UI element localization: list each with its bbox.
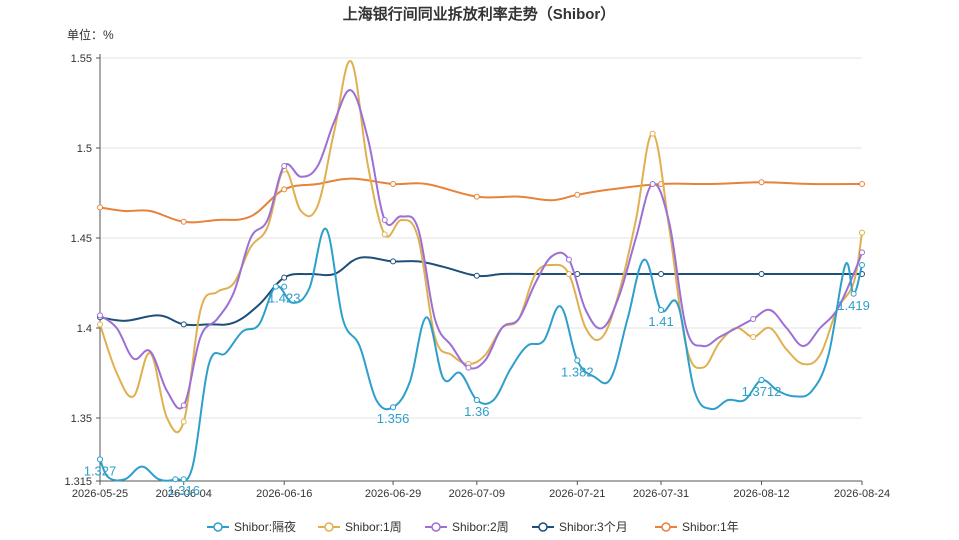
legend-label: Shibor:3个月 (559, 520, 628, 534)
data-label: 1.327 (84, 463, 117, 478)
series-point (473, 272, 480, 279)
legend-swatch-marker (661, 522, 671, 532)
series-0 (97, 227, 865, 483)
series-1 (97, 60, 865, 434)
x-tick-label: 2026-06-04 (156, 488, 212, 500)
data-point (658, 307, 665, 313)
y-tick-label: 1.55 (71, 53, 92, 65)
data-label: 1.36 (464, 404, 489, 419)
series-point (390, 181, 397, 187)
data-point (180, 476, 187, 483)
data-label: 1.316 (167, 483, 200, 498)
legend-label: Shibor:1周 (345, 520, 402, 534)
data-label: 1.356 (377, 411, 410, 426)
series-point (574, 191, 581, 198)
series-point (180, 218, 187, 225)
series-point (390, 258, 397, 265)
unit-label: 单位：% (67, 27, 114, 42)
legend-swatch-marker (431, 522, 441, 532)
legend[interactable]: Shibor:隔夜 Shibor:1周 Shibor:2周 Shibor:3个月 Shi… (207, 519, 739, 534)
data-labels: 1.327 1.316 1.423 1.356 1.36 1.382 1.41 1.3712 1… (84, 283, 870, 498)
series-point (565, 271, 572, 277)
x-tick-label: 2026-08-24 (834, 488, 890, 500)
legend-swatch-marker (213, 522, 223, 532)
x-tick-label: 2026-06-29 (365, 488, 421, 500)
data-label: 1.3712 (742, 384, 782, 399)
series-line (99, 177, 863, 224)
series-point (649, 130, 656, 137)
series-point (97, 204, 103, 211)
series-point (180, 402, 187, 409)
series-point (281, 163, 288, 169)
y-tick-label: 1.5 (77, 143, 92, 155)
data-label: 1.382 (561, 364, 594, 379)
series-point (859, 229, 865, 236)
series-point (381, 217, 388, 223)
y-axis: 1.315 1.35 1.4 1.45 1.5 1.55 (64, 53, 101, 488)
series-line (99, 227, 863, 482)
y-tick-label: 1.45 (71, 233, 92, 245)
series-3 (97, 256, 865, 328)
legend-item[interactable]: Shibor:1年 (655, 520, 739, 534)
legend-swatch-marker (324, 522, 334, 532)
legend-item[interactable]: Shibor:2周 (425, 520, 509, 534)
x-tick-label: 2026-07-31 (633, 488, 689, 500)
series-point (180, 321, 187, 328)
series-line (99, 256, 862, 327)
series-point (750, 316, 757, 322)
x-tick-label: 2026-07-21 (549, 488, 605, 500)
series-point (649, 181, 656, 187)
legend-label: Shibor:1年 (682, 520, 739, 534)
series-point (750, 334, 757, 340)
series-lines (97, 60, 865, 483)
series-point (565, 256, 572, 263)
data-label: 1.419 (837, 298, 870, 313)
series-2 (97, 89, 865, 410)
legend-item[interactable]: Shibor:隔夜 (207, 519, 296, 534)
x-tick-label: 2026-05-25 (72, 488, 128, 500)
series-4 (97, 177, 865, 225)
series-point (180, 418, 187, 425)
x-tick-label: 2026-06-16 (256, 488, 312, 500)
series-point (97, 312, 103, 319)
data-point (758, 376, 765, 383)
data-point (97, 456, 103, 463)
series-point (172, 476, 179, 483)
legend-item[interactable]: Shibor:3个月 (532, 520, 628, 534)
series-point (658, 271, 665, 277)
legend-item[interactable]: Shibor:1周 (318, 520, 402, 534)
series-point (859, 262, 865, 268)
legend-swatch-marker (538, 522, 548, 532)
data-point (574, 357, 581, 364)
data-label: 1.423 (268, 291, 301, 306)
x-tick-label: 2026-08-12 (733, 488, 789, 500)
series-line (99, 60, 863, 434)
y-tick-label: 1.35 (71, 413, 92, 425)
series-point (859, 181, 865, 187)
x-tick-label: 2026-07-09 (449, 488, 505, 500)
data-point (473, 397, 480, 403)
series-point (859, 249, 865, 256)
y-tick-label: 1.4 (77, 323, 92, 335)
data-label: 1.41 (648, 314, 673, 329)
series-point (281, 186, 288, 193)
series-point (473, 193, 480, 200)
series-point (758, 271, 765, 277)
series-point (97, 321, 103, 328)
series-point (465, 364, 472, 371)
series-line (99, 89, 863, 410)
data-point (390, 404, 397, 411)
series-point (758, 179, 765, 186)
x-axis: 2026-05-25 2026-06-04 2026-06-16 2026-06-29… (72, 480, 890, 500)
legend-label: Shibor:隔夜 (234, 519, 296, 534)
series-point (381, 231, 388, 238)
chart-title: 上海银行间同业拆放利率走势（Shibor） (343, 5, 616, 23)
y-tick-label: 1.315 (64, 476, 92, 488)
series-point (272, 283, 279, 290)
legend-label: Shibor:2周 (452, 520, 509, 534)
data-point (281, 283, 288, 290)
series-point (281, 274, 288, 281)
data-point (850, 290, 857, 297)
